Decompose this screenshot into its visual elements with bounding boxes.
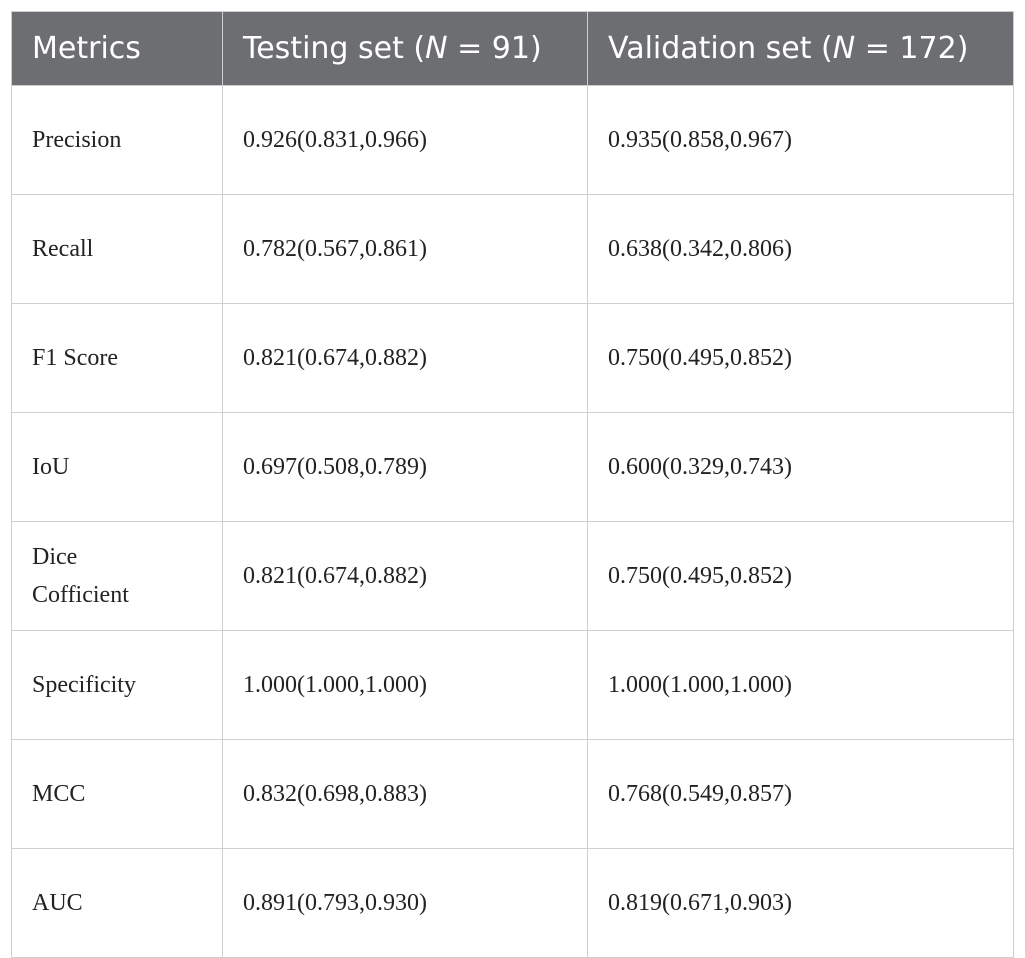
table-row: Precision 0.926(0.831,0.966) 0.935(0.858,0… bbox=[11, 85, 1014, 195]
header-cell: Validation set (N = 172) bbox=[587, 11, 1014, 86]
metric-value: 0.697(0.508,0.789) bbox=[222, 412, 588, 522]
metric-value: 0.821(0.674,0.882) bbox=[222, 521, 588, 631]
metric-name: Precision bbox=[11, 85, 223, 195]
metric-value: 1.000(1.000,1.000) bbox=[587, 630, 1014, 740]
table-row: MCC 0.832(0.698,0.883) 0.768(0.549,0.857) bbox=[11, 739, 1014, 849]
header-text: N bbox=[832, 31, 856, 66]
metric-value: 0.768(0.549,0.857) bbox=[587, 739, 1014, 849]
page: Metrics Testing set (N = 91) Validation … bbox=[11, 11, 1014, 958]
header-text: Metrics bbox=[32, 31, 141, 66]
table-row: Specificity 1.000(1.000,1.000) 1.000(1.000… bbox=[11, 630, 1014, 740]
metric-value: 0.832(0.698,0.883) bbox=[222, 739, 588, 849]
metric-value: 0.600(0.329,0.743) bbox=[587, 412, 1014, 522]
header-text: Testing set ( bbox=[243, 31, 426, 66]
table-row: Dice Cofficient 0.821(0.674,0.882) 0.750(0… bbox=[11, 521, 1014, 631]
metric-name: F1 Score bbox=[11, 303, 223, 413]
header-text: = 91) bbox=[447, 31, 542, 66]
header-cell: Metrics bbox=[11, 11, 223, 86]
metric-value: 1.000(1.000,1.000) bbox=[222, 630, 588, 740]
metric-name: Dice Cofficient bbox=[11, 521, 223, 631]
metric-value: 0.926(0.831,0.966) bbox=[222, 85, 588, 195]
metric-value: 0.821(0.674,0.882) bbox=[222, 303, 588, 413]
table-row: AUC 0.891(0.793,0.930) 0.819(0.671,0.903) bbox=[11, 848, 1014, 958]
header-text: Validation set ( bbox=[608, 31, 833, 66]
table-row: Recall 0.782(0.567,0.861) 0.638(0.342,0.80… bbox=[11, 194, 1014, 304]
metric-name: Specificity bbox=[11, 630, 223, 740]
metric-value: 0.638(0.342,0.806) bbox=[587, 194, 1014, 304]
metric-value: 0.891(0.793,0.930) bbox=[222, 848, 588, 958]
table-row: IoU 0.697(0.508,0.789) 0.600(0.329,0.743) bbox=[11, 412, 1014, 522]
table-row: F1 Score 0.821(0.674,0.882) 0.750(0.495,0.… bbox=[11, 303, 1014, 413]
metric-value: 0.819(0.671,0.903) bbox=[587, 848, 1014, 958]
header-text: = 172) bbox=[855, 31, 969, 66]
header-cell: Testing set (N = 91) bbox=[222, 11, 588, 86]
metric-name: MCC bbox=[11, 739, 223, 849]
metric-name: AUC bbox=[11, 848, 223, 958]
table-body: Precision 0.926(0.831,0.966) 0.935(0.858,0… bbox=[11, 85, 1014, 958]
header-row: Metrics Testing set (N = 91) Validation … bbox=[11, 11, 1014, 86]
metric-value: 0.750(0.495,0.852) bbox=[587, 303, 1014, 413]
metric-name: Recall bbox=[11, 194, 223, 304]
metric-value: 0.750(0.495,0.852) bbox=[587, 521, 1014, 631]
metric-value: 0.782(0.567,0.861) bbox=[222, 194, 588, 304]
metric-name: IoU bbox=[11, 412, 223, 522]
metrics-table: Metrics Testing set (N = 91) Validation … bbox=[11, 11, 1014, 958]
header-text: N bbox=[425, 31, 448, 66]
metric-value: 0.935(0.858,0.967) bbox=[587, 85, 1014, 195]
